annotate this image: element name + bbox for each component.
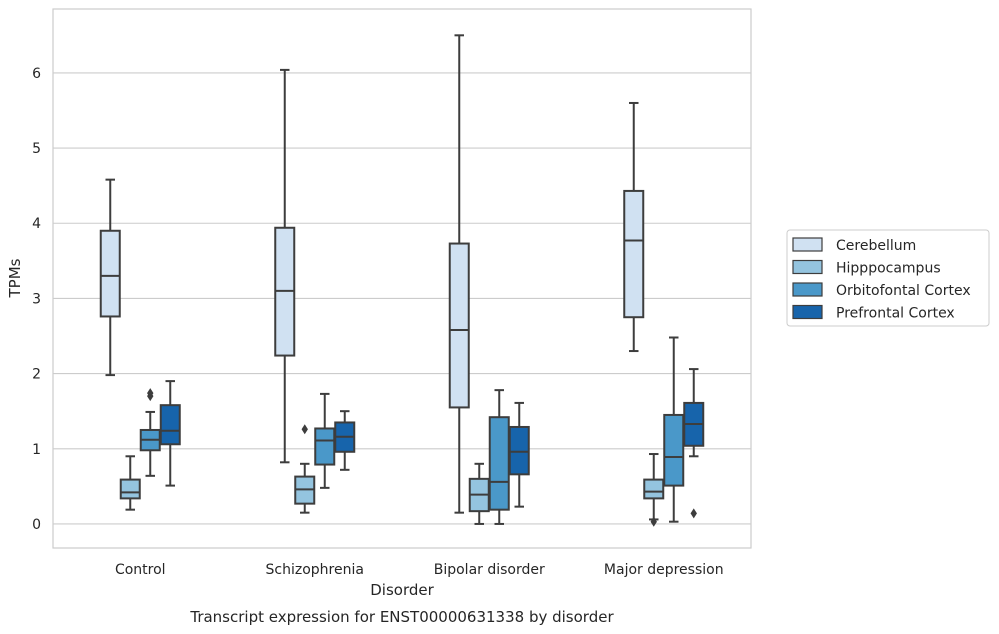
gridlines <box>53 72 751 525</box>
plot-frame <box>52 8 752 549</box>
box-body <box>508 425 530 476</box>
y-axis-ticks: 0 1 2 3 4 5 6 <box>32 66 41 533</box>
y-tick-label: 1 <box>32 442 41 458</box>
box <box>468 462 490 525</box>
box-series <box>99 34 705 527</box>
box-body <box>314 427 336 466</box>
legend-swatch <box>792 304 823 320</box>
box <box>119 455 141 511</box>
box <box>663 336 685 523</box>
legend-label: Hipppocampus <box>836 261 941 277</box>
y-tick-label: 4 <box>32 216 41 232</box>
x-tick-label: Major depression <box>604 562 724 578</box>
legend-frame <box>786 229 990 327</box>
x-axis-ticks: Control Schizophrenia Bipolar disorder Majo… <box>115 562 724 578</box>
x-axis-label: Disorder <box>370 581 434 599</box>
box <box>334 410 356 471</box>
box <box>448 34 470 514</box>
outlier-point <box>690 508 697 519</box>
box <box>314 392 336 489</box>
box-body <box>159 404 181 446</box>
legend-item: Cerebellum <box>792 237 916 254</box>
series-hipppocampus <box>119 424 665 527</box>
x-tick-label: Bipolar disorder <box>434 562 545 578</box>
y-tick-label: 0 <box>32 517 41 533</box>
box-body <box>623 189 645 319</box>
box <box>159 380 181 487</box>
x-tick-label: Control <box>115 562 166 578</box>
box <box>99 178 121 377</box>
legend-swatch <box>792 282 823 297</box>
legend-item: Prefrontal Cortex <box>792 304 955 322</box>
series-orbitofontal-cortex <box>139 336 685 525</box>
box-body <box>488 416 510 511</box>
chart-title: Transcript expression for ENST0000063133… <box>189 608 614 626</box>
legend-label: Orbitofontal Cortex <box>836 283 971 299</box>
box <box>294 424 316 514</box>
box-body <box>99 229 121 318</box>
box-body <box>448 242 470 409</box>
x-tick-label: Schizophrenia <box>266 562 364 578</box>
box <box>683 368 705 519</box>
legend-items: Cerebellum Hipppocampus Orbitofontal Corte… <box>792 237 971 322</box>
outlier-point <box>650 516 657 527</box>
y-axis-label: TPMs <box>6 258 24 298</box>
legend-item: Orbitofontal Cortex <box>792 282 971 299</box>
box <box>139 388 161 477</box>
y-tick-label: 5 <box>32 141 41 157</box>
y-tick-label: 6 <box>32 66 41 82</box>
box <box>508 401 530 508</box>
box-body <box>643 478 665 500</box>
outlier-point <box>301 424 308 435</box>
y-tick-label: 2 <box>32 367 41 383</box>
legend-swatch <box>792 259 823 275</box>
legend-label: Prefrontal Cortex <box>836 306 955 322</box>
y-tick-label: 3 <box>32 291 41 307</box>
box-body <box>119 478 141 500</box>
box <box>488 389 510 525</box>
legend-swatch <box>792 237 823 252</box>
legend-label: Cerebellum <box>836 238 916 254</box>
box-body <box>663 413 685 487</box>
outlier-point <box>147 388 154 399</box>
box <box>623 101 645 353</box>
legend-item: Hipppocampus <box>792 259 941 277</box>
series-prefrontal-cortex <box>159 368 705 519</box>
box <box>274 68 296 464</box>
box <box>643 453 665 527</box>
series-cerebellum <box>99 34 645 514</box>
legend: Cerebellum Hipppocampus Orbitofontal Corte… <box>786 229 990 327</box>
